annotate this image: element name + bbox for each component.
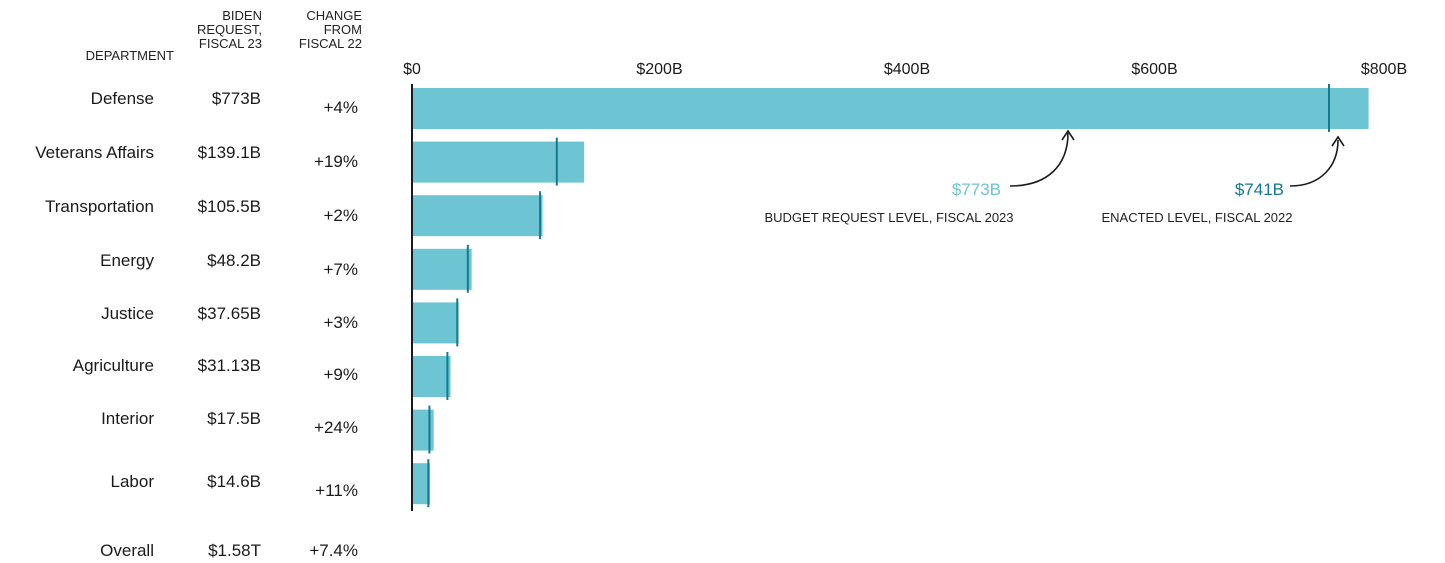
change-percent: +24% [314,418,358,437]
change-percent: +19% [314,152,358,171]
x-tick-label: $400B [884,61,930,78]
overall-change: +7.4% [309,541,358,560]
change-percent: +4% [323,98,359,117]
enacted-arrowhead-icon [1331,135,1345,147]
request-amount: $14.6B [207,472,261,491]
request-amount: $773B [211,89,261,108]
bar-request [412,463,431,505]
department-name: Energy [100,251,154,270]
bar-request [412,409,434,451]
header-change: CHANGE FROM FISCAL 22 [272,9,362,51]
bar-request [412,195,543,237]
department-name: Labor [110,472,154,491]
change-percent: +11% [315,481,358,500]
change-percent: +9% [323,365,359,384]
header-request-line: FISCAL 23 [198,36,262,51]
request-amount: $105.5B [197,197,261,216]
header-change-line: FROM [323,22,362,37]
bar-request [412,88,1369,129]
bar-request [412,141,585,183]
department-name: Defense [90,89,154,108]
x-tick-label: $200B [636,61,682,78]
overall-request: $1.58T [208,541,261,560]
bar-request [412,248,472,290]
request-amount: $17.5B [207,409,261,428]
enacted-annotation-value: $741B [1235,180,1284,199]
x-tick-label: $0 [403,61,421,78]
department-name: Justice [101,304,154,323]
request-arrow [1009,132,1069,187]
request-annotation: $773B BUDGET REQUEST LEVEL, FISCAL 2023 [764,129,1075,225]
bar-request [412,356,451,397]
header-change-line: FISCAL 22 [298,36,362,51]
enacted-annotation: $741B ENACTED LEVEL, FISCAL 2022 [1102,135,1345,225]
request-amount: $139.1B [197,143,261,162]
x-tick-label: $800B [1361,61,1407,78]
enacted-arrow [1289,139,1339,187]
request-amount: $31.13B [197,356,261,375]
overall-label: Overall [100,541,154,560]
header-department: DEPARTMENT [85,48,174,63]
department-name: Interior [101,409,154,428]
request-amount: $48.2B [207,251,261,270]
request-arrowhead-icon [1061,129,1075,141]
department-name: Agriculture [72,356,154,375]
x-tick-label: $600B [1131,61,1177,78]
header-change-line: CHANGE [306,8,362,23]
enacted-annotation-label: ENACTED LEVEL, FISCAL 2022 [1102,210,1293,225]
change-percent: +7% [323,260,359,279]
change-percent: +2% [323,206,359,225]
request-amount: $37.65B [197,304,261,323]
change-percent: +3% [323,313,359,332]
header-request: BIDEN REQUEST, FISCAL 23 [180,9,262,51]
bar-request [412,302,459,344]
request-annotation-label: BUDGET REQUEST LEVEL, FISCAL 2023 [764,210,1013,225]
department-name: Veterans Affairs [35,143,154,162]
request-annotation-value: $773B [952,180,1001,199]
header-request-line: REQUEST, [196,22,262,37]
header-request-line: BIDEN [222,8,262,23]
department-name: Transportation [45,197,154,216]
